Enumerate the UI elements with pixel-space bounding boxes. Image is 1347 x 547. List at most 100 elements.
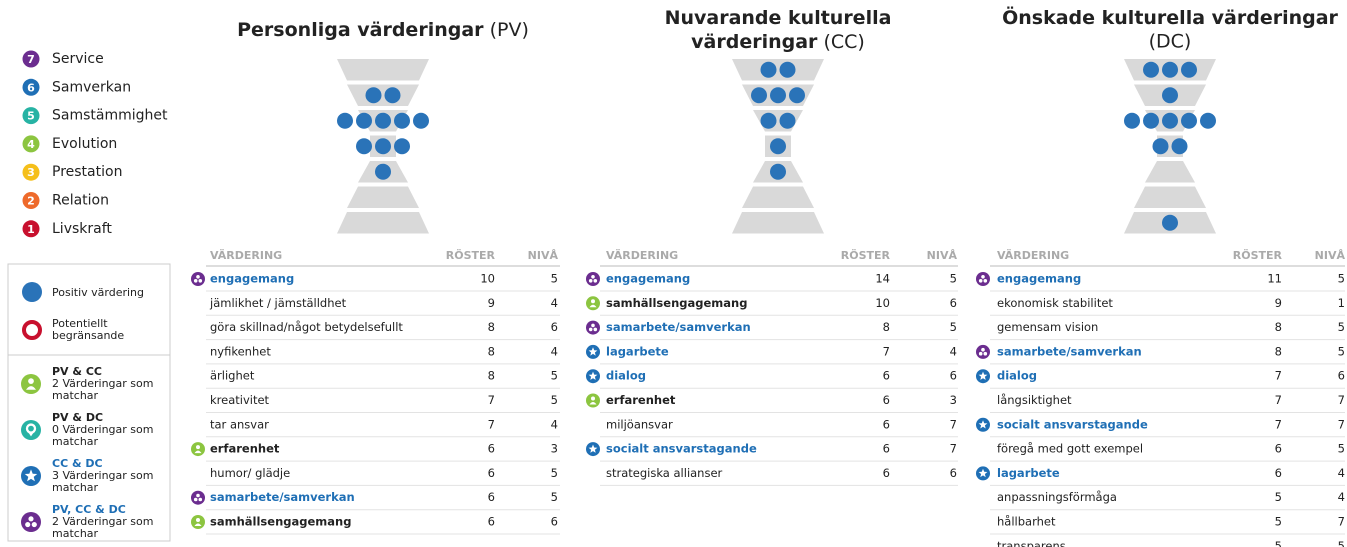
votes: 8 (488, 344, 495, 358)
col-header: VÄRDERING (606, 248, 678, 262)
value-dot (1181, 112, 1197, 129)
limiting-ring (22, 320, 42, 340)
icon-glyph (194, 450, 202, 454)
icon-glyph (588, 347, 598, 356)
level: 5 (1338, 539, 1345, 547)
level: 7 (1338, 393, 1345, 407)
icon-glyph (591, 323, 595, 328)
level: 7 (950, 442, 957, 456)
votes: 7 (488, 417, 495, 431)
votes: 8 (488, 369, 495, 383)
level: 6 (950, 369, 957, 383)
votes: 7 (488, 393, 495, 407)
value-dot (751, 87, 767, 104)
value-name: tar ansvar (210, 417, 269, 431)
value-name: dialog (997, 369, 1037, 383)
value-dot (1152, 138, 1169, 155)
icon-glyph (983, 351, 988, 356)
level: 5 (551, 272, 558, 286)
panel-title-suffix: (DC) (1149, 31, 1192, 53)
level: 7 (950, 417, 957, 431)
value-name: engagemang (210, 272, 294, 286)
icon-bg (191, 490, 205, 505)
title-suffix: (PV) (490, 19, 529, 41)
match-icon (21, 466, 41, 486)
votes: 10 (480, 272, 495, 286)
votes: 10 (875, 296, 890, 310)
panel-title: Nuvarande kulturella (665, 7, 892, 29)
level: 5 (1338, 344, 1345, 358)
value-name: nyfikenhet (210, 344, 271, 358)
hourglass-level (337, 59, 429, 81)
level: 5 (551, 369, 558, 383)
level-label: Relation (52, 193, 109, 209)
match-icon (586, 320, 600, 335)
panel-title: Personliga värderingar (PV) (237, 19, 529, 41)
icon-bg (586, 320, 600, 335)
value-dot (413, 112, 429, 129)
value-dot (356, 112, 372, 129)
icon-glyph (978, 371, 988, 380)
match-icon (21, 420, 41, 440)
key-label: Potentiellt (52, 317, 108, 330)
icon-glyph (193, 497, 198, 502)
panel-title: Önskade kulturella värderingar (1002, 5, 1338, 29)
match-icon (976, 417, 990, 432)
icon-glyph (591, 299, 595, 304)
match-icon (586, 296, 600, 311)
value-name: lagarbete (606, 344, 669, 358)
value-name: engagemang (606, 272, 690, 286)
hourglass-level (337, 212, 429, 234)
level: 6 (1338, 369, 1345, 383)
match-desc: matchar (52, 435, 99, 448)
panel-title: värderingar (CC) (691, 31, 865, 53)
value-name: gemensam vision (997, 320, 1098, 334)
icon-glyph (591, 275, 595, 279)
value-name: långsiktighet (997, 393, 1072, 407)
votes: 6 (488, 490, 495, 504)
votes: 9 (488, 296, 495, 310)
level: 5 (1338, 442, 1345, 456)
value-dot (760, 61, 777, 78)
votes: 5 (1275, 490, 1282, 504)
title-bold: Nuvarande kulturella (665, 7, 892, 29)
value-dot (337, 112, 353, 129)
level-badge (22, 50, 40, 68)
level-label: Livskraft (52, 221, 112, 237)
level-number: 3 (27, 166, 35, 179)
value-name: erfarenhet (210, 442, 280, 456)
col-header: RÖSTER (1233, 248, 1283, 262)
level-number: 7 (27, 53, 35, 66)
icon-glyph (25, 522, 31, 528)
match-icon (21, 512, 41, 532)
icon-glyph (978, 420, 988, 429)
icon-bg (191, 272, 205, 286)
icon-bg (21, 374, 41, 394)
level-badge (22, 220, 40, 238)
value-dot (384, 87, 401, 104)
icon-glyph (31, 522, 37, 528)
value-dot (356, 138, 372, 155)
value-name: strategiska allianser (606, 466, 723, 480)
icon-bg (21, 420, 41, 440)
value-dot (770, 87, 786, 104)
icon-glyph (28, 432, 34, 437)
icon-glyph (981, 275, 985, 279)
icon-glyph (196, 493, 200, 498)
icon-glyph (588, 444, 598, 453)
value-dot (365, 87, 382, 104)
value-name: lagarbete (997, 466, 1060, 480)
match-icon (976, 344, 990, 359)
match-icon (976, 369, 990, 384)
value-name: miljöansvar (606, 417, 673, 431)
value-name: humor/ glädje (210, 466, 290, 480)
hourglass-level (347, 186, 419, 208)
match-icon (586, 393, 600, 408)
value-dot (770, 163, 786, 180)
level-number: 5 (27, 110, 35, 123)
match-title: PV & DC (52, 411, 103, 424)
icon-glyph (28, 378, 34, 384)
value-name: samarbete/samverkan (997, 344, 1142, 358)
icon-glyph (981, 347, 985, 352)
